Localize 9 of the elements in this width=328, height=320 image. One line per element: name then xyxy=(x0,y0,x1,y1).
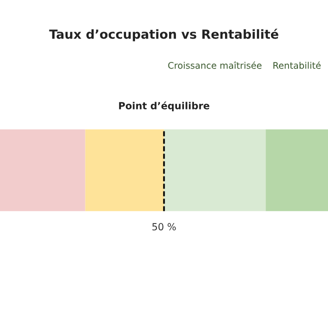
bar xyxy=(164,129,266,212)
text: Rentabilité xyxy=(273,61,321,69)
ref-line-label: Point d’équilibre xyxy=(119,101,210,112)
text: 50 % xyxy=(152,223,176,230)
text: Croissance maîtrisée xyxy=(168,61,262,69)
bar xyxy=(266,129,328,212)
bar xyxy=(85,129,164,212)
chart-title: Taux d’occupation vs Rentabilité xyxy=(49,28,278,42)
bar xyxy=(0,129,86,212)
